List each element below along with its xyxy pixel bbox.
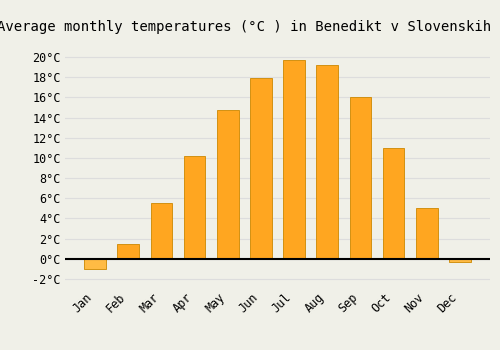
Bar xyxy=(250,78,272,259)
Bar xyxy=(84,259,106,269)
Bar xyxy=(284,60,305,259)
Bar xyxy=(217,110,238,259)
Bar xyxy=(184,156,206,259)
Bar xyxy=(118,244,139,259)
Bar xyxy=(416,208,438,259)
Title: Average monthly temperatures (°C ) in Benedikt v Slovenskih Goricah: Average monthly temperatures (°C ) in Be… xyxy=(0,20,500,34)
Bar xyxy=(350,97,371,259)
Bar xyxy=(449,259,470,262)
Bar xyxy=(316,65,338,259)
Bar xyxy=(150,203,172,259)
Bar xyxy=(383,148,404,259)
